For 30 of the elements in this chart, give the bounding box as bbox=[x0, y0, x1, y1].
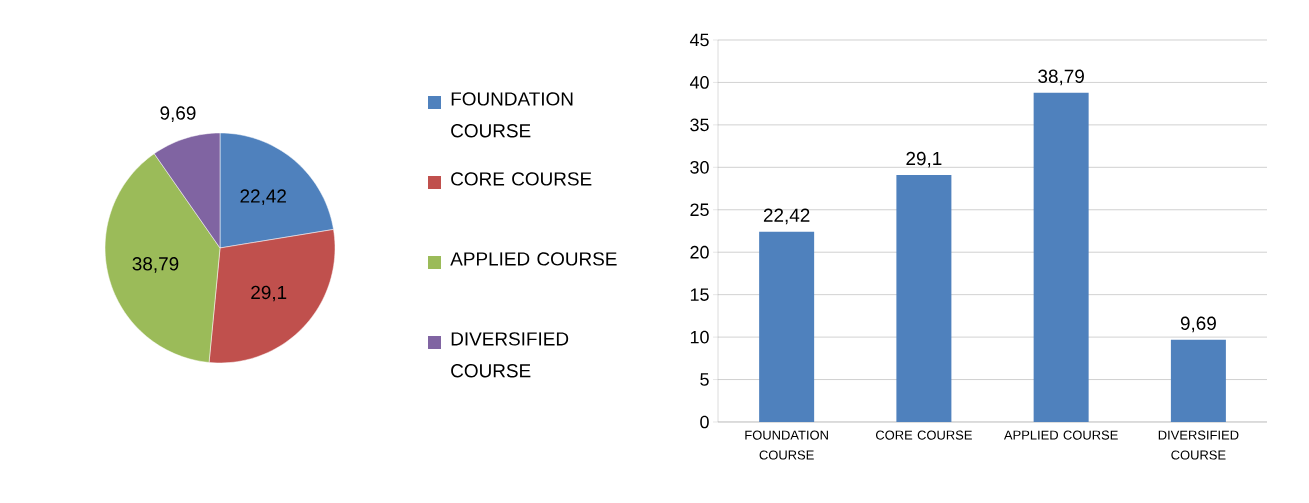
data-label: 22,42 bbox=[763, 208, 810, 225]
x-tick-label: APPLIED COURSE bbox=[1003, 430, 1118, 440]
y-tick-label: 35 bbox=[690, 118, 709, 132]
y-tick-label: 5 bbox=[700, 373, 709, 386]
data-label: 29,1 bbox=[906, 151, 942, 168]
y-tick-label: 15 bbox=[690, 288, 709, 301]
y-tick-label: 40 bbox=[689, 76, 709, 89]
x-tick-label: FOUNDATION COURSE bbox=[745, 430, 828, 460]
legend-label: CORE COURSE bbox=[451, 172, 592, 186]
bar bbox=[759, 231, 815, 422]
y-tick-label: 25 bbox=[690, 203, 709, 217]
data-label: 29,1 bbox=[251, 285, 287, 302]
y-tick-label: 20 bbox=[690, 245, 709, 259]
y-tick-label: 30 bbox=[690, 160, 709, 174]
data-label: 22,42 bbox=[240, 189, 286, 205]
y-tick-label: 0 bbox=[700, 415, 709, 429]
legend-label: DIVERSIFIED COURSE bbox=[451, 332, 569, 378]
bar bbox=[1170, 339, 1226, 422]
data-label: 9,69 bbox=[160, 106, 196, 122]
y-tick-label: 45 bbox=[689, 33, 709, 47]
legend-label: FOUNDATION COURSE bbox=[451, 92, 573, 138]
y-tick-label: 10 bbox=[690, 330, 709, 344]
bar bbox=[896, 174, 952, 422]
legend-label: APPLIED COURSE bbox=[450, 252, 617, 266]
data-label: 38,79 bbox=[1038, 69, 1084, 86]
data-label: 9,69 bbox=[1180, 316, 1216, 333]
bar bbox=[1033, 92, 1089, 422]
x-tick-label: CORE COURSE bbox=[875, 430, 972, 440]
x-tick-label: DIVERSIFIED COURSE bbox=[1158, 430, 1239, 460]
data-label: 38,79 bbox=[132, 257, 179, 273]
